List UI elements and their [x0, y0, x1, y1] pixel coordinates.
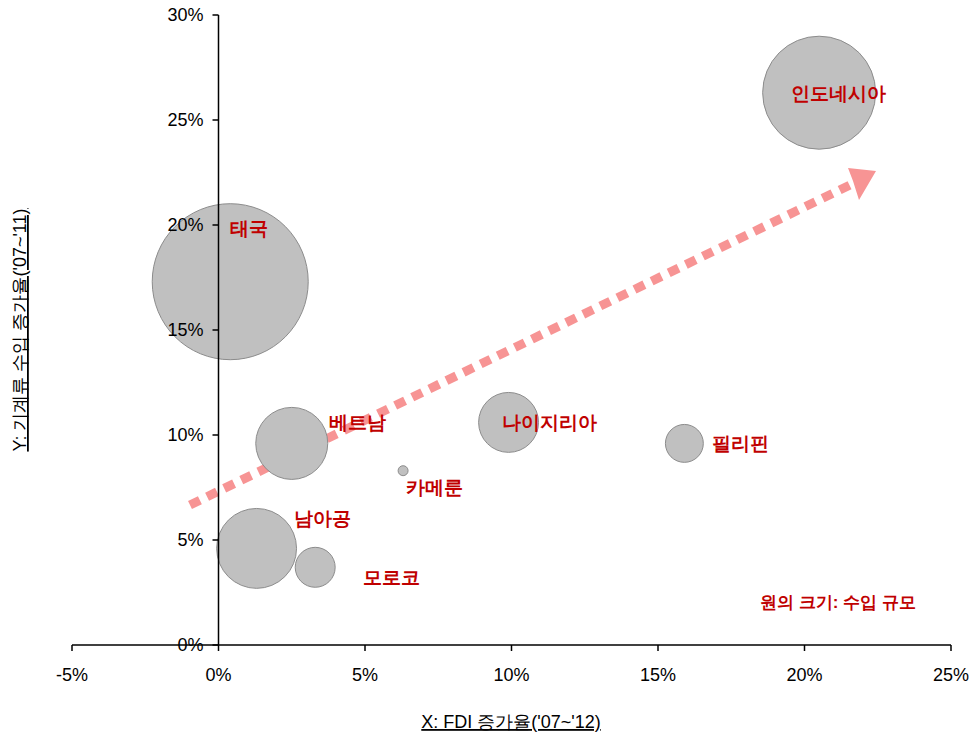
x-tick [364, 645, 366, 651]
y-axis-title: Y: 기계류 수입 증가율('07~'11) [10, 208, 30, 451]
bubble-label: 인도네시아 [791, 83, 886, 104]
x-tick [657, 645, 659, 651]
y-tick-label: 20% [167, 215, 203, 235]
y-tick [213, 224, 219, 226]
y-tick [213, 434, 219, 436]
bubble [256, 407, 328, 479]
y-tick-label: 30% [167, 5, 203, 25]
bubble-label: 태국 [230, 218, 268, 239]
x-tick [804, 645, 806, 651]
x-tick [71, 645, 73, 651]
bubble-label: 필리핀 [712, 433, 769, 454]
bubble-label: 베트남 [329, 412, 386, 433]
chart: -5% 0% 5% 10% 15% 20% 25% 0% 5% 10% 15% 20% 25% 30% X:… [0, 0, 974, 735]
y-tick [213, 119, 219, 121]
x-axis-title: X: FDI 증가율('07~'12) [421, 712, 600, 732]
y-tick-label: 0% [177, 635, 203, 655]
x-tick [950, 645, 952, 651]
y-tick [213, 644, 219, 646]
axes: -5% 0% 5% 10% 15% 20% 25% 0% 5% 10% 15% 20% 25% 30% [56, 5, 969, 685]
x-tick-label: -5% [56, 665, 88, 685]
bubble-label: 나이지리아 [502, 412, 597, 433]
trend-arrow-head [848, 168, 876, 200]
y-tick-label: 25% [167, 110, 203, 130]
bubble-label: 카메룬 [406, 477, 463, 498]
x-tick-label: 25% [933, 665, 969, 685]
y-tick [213, 539, 219, 541]
x-tick-label: 15% [640, 665, 676, 685]
size-note: 원의 크기: 수입 규모 [760, 593, 916, 612]
x-tick-label: 20% [786, 665, 822, 685]
bubble [152, 204, 308, 360]
bubble-label: 모로코 [363, 567, 420, 588]
bubble [398, 466, 408, 476]
x-tick [511, 645, 513, 651]
bubble-label: 남아공 [294, 508, 351, 529]
bubble [295, 547, 335, 587]
bubble [217, 508, 297, 588]
x-tick-label: 5% [352, 665, 378, 685]
bubbles [152, 36, 875, 588]
trend-arrow [190, 168, 876, 505]
x-tick-label: 10% [493, 665, 529, 685]
y-tick [213, 14, 219, 16]
x-tick-label: 0% [205, 665, 231, 685]
y-tick-label: 10% [167, 425, 203, 445]
bubble [665, 424, 703, 462]
y-tick [213, 329, 219, 331]
y-tick-label: 15% [167, 320, 203, 340]
x-tick [218, 645, 220, 651]
y-tick-label: 5% [177, 530, 203, 550]
